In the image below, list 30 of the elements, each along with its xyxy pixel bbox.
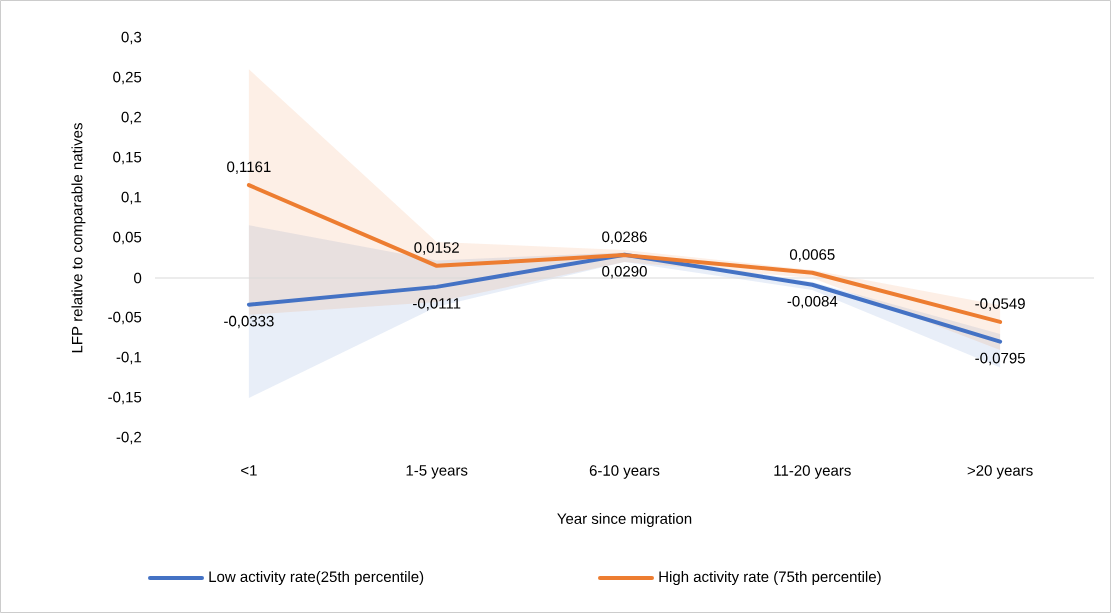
- data-label: 0,0290: [602, 266, 647, 279]
- y-tick-label: -0,1: [116, 351, 142, 365]
- y-axis-title: LFP relative to comparable natives: [71, 123, 86, 353]
- x-tick-label: 1-5 years: [406, 465, 468, 479]
- y-tick-label: 0,2: [121, 111, 142, 125]
- y-tick-label: -0,05: [108, 311, 142, 325]
- y-tick-label: 0,1: [121, 191, 142, 205]
- data-label: -0,0333: [224, 315, 274, 329]
- legend-label: High activity rate (75th percentile): [659, 571, 881, 585]
- y-tick-label: 0,25: [113, 71, 142, 85]
- x-tick-label: <1: [241, 465, 257, 476]
- x-tick-label: >20 years: [967, 465, 1033, 479]
- y-tick-label: 0,3: [121, 31, 142, 45]
- x-tick-label: 6-10 years: [589, 465, 660, 479]
- legend-label: Low activity rate(25th percentile): [209, 571, 424, 585]
- data-label: 0,0065: [789, 249, 835, 262]
- y-tick-label: -0,15: [108, 391, 142, 405]
- x-tick-label: 11-20 years: [774, 465, 851, 479]
- data-label: -0,0111: [413, 298, 461, 311]
- data-label: -0,0549: [975, 298, 1025, 311]
- data-label: -0,0795: [975, 352, 1025, 366]
- data-label: -0,0084: [787, 295, 838, 309]
- y-tick-label: -0,2: [116, 431, 142, 445]
- data-label: 0,0286: [602, 231, 647, 244]
- y-tick-label: 0: [134, 272, 142, 284]
- data-label: 0,0152: [414, 242, 459, 255]
- y-tick-label: 0,15: [113, 151, 142, 165]
- y-tick-label: 0,05: [113, 231, 142, 245]
- x-axis-title: Year since migration: [557, 512, 692, 527]
- data-label: 0,1161: [227, 161, 271, 174]
